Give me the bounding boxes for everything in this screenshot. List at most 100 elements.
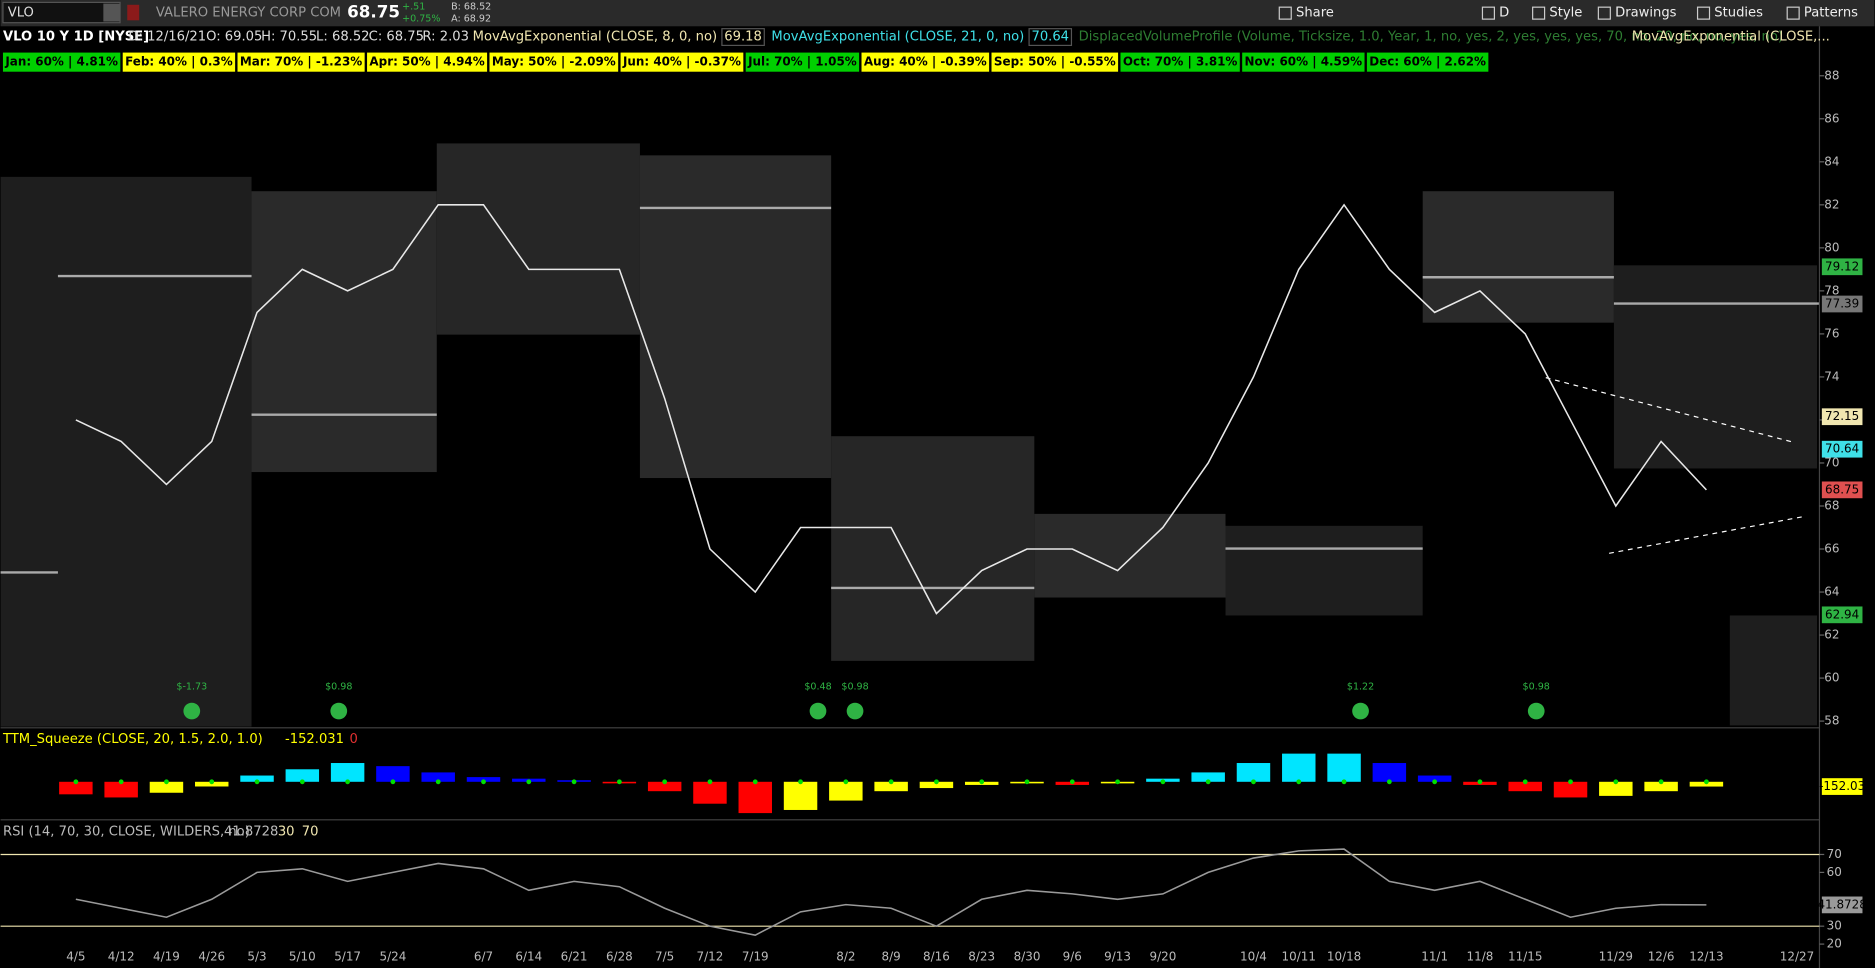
toolbar-button[interactable]: Drawings [1615, 6, 1677, 21]
month-stat-bg [745, 52, 860, 72]
squeeze-dot [345, 779, 351, 785]
toolbar-button[interactable]: Patterns [1804, 6, 1858, 21]
level-label: 30 [278, 824, 295, 839]
x-tick-label: 5/24 [380, 950, 407, 964]
squeeze-bar [1372, 763, 1407, 782]
study-title: RSI (14, 70, 30, CLOSE, WILDERS, no) [3, 824, 250, 839]
price-label: 72.15 [1825, 409, 1859, 423]
dividend-label: $1.22 [1347, 682, 1374, 693]
dividend-icon[interactable] [809, 702, 827, 720]
squeeze-dot [1160, 779, 1166, 785]
squeeze-bar [1599, 781, 1633, 796]
volume-profile [0, 143, 1820, 727]
dividend-label: $0.98 [1523, 682, 1550, 693]
price-label-bg [1821, 606, 1863, 624]
squeeze-dot [1296, 779, 1302, 785]
x-tick-label: 4/12 [108, 950, 135, 964]
squeeze-bar [738, 781, 772, 814]
x-tick-label: 7/12 [697, 950, 724, 964]
squeeze-dot [798, 779, 803, 785]
x-tick-label: 9/13 [1104, 950, 1131, 964]
dividend-icon[interactable] [1352, 702, 1369, 720]
month-stat: Jan: 60% | 4.81% [4, 55, 118, 69]
squeeze-dot [118, 779, 124, 785]
squeeze-dot [526, 779, 532, 785]
dividend-icon[interactable] [183, 702, 201, 720]
symbol[interactable]: VLO [8, 6, 34, 21]
squeeze-bar [1644, 781, 1678, 792]
month-stat-bg [2, 52, 121, 72]
x-tick-label: 8/16 [923, 950, 950, 964]
toolbar-icon[interactable] [1532, 6, 1546, 20]
study-value: 0 [350, 732, 358, 747]
price-label: 62.94 [1825, 607, 1859, 621]
month-stat: Dec: 60% | 2.62% [1369, 55, 1486, 69]
symbol-dropdown[interactable] [103, 3, 121, 22]
squeeze-dot [435, 779, 441, 785]
squeeze-dot [73, 779, 79, 785]
toolbar-icon[interactable] [1786, 6, 1800, 20]
y-tick-label: 20 [1827, 937, 1842, 951]
squeeze-bar [330, 763, 365, 782]
y-tick-label: 70 [1824, 455, 1839, 469]
rsi-line [75, 848, 1707, 936]
x-tick-label: 11/29 [1599, 950, 1633, 964]
squeeze-dot [1522, 779, 1528, 785]
bid: B: 68.52 [451, 2, 491, 13]
x-tick-label: 10/11 [1282, 950, 1316, 964]
y-tick-label: 58 [1824, 714, 1839, 728]
toolbar-button[interactable]: Share [1296, 6, 1334, 21]
squeeze-bar [1553, 781, 1588, 798]
study-label: DisplacedVolumeProfile (Volume, Ticksize… [1079, 30, 1783, 45]
squeeze-bar [919, 781, 954, 789]
toolbar-button[interactable]: D [1499, 6, 1509, 21]
x-tick-label: 6/14 [515, 950, 542, 964]
toolbar-icon[interactable] [1278, 6, 1292, 20]
link-icon[interactable] [127, 4, 140, 21]
y-tick-label: 60 [1824, 671, 1839, 685]
month-stat-bg [367, 52, 488, 72]
squeeze-dot [1069, 779, 1075, 785]
price-label: 68.75 [1825, 482, 1859, 496]
price-label-bg [1821, 295, 1863, 313]
squeeze-bar [104, 781, 138, 798]
squeeze-dot [1477, 779, 1483, 785]
toolbar-icon[interactable] [1696, 6, 1711, 20]
x-tick-label: 8/2 [836, 950, 855, 964]
study-label: MovAvgExponential (CLOSE, 8, 0, no) [473, 30, 718, 45]
ohlc-low: L: 68.52 [316, 30, 369, 45]
ohlc-open: O: 69.05 [206, 30, 262, 45]
toolbar-button[interactable]: Style [1549, 6, 1582, 21]
toolbar-icon[interactable] [1597, 6, 1611, 20]
dividend-icon[interactable] [846, 702, 864, 720]
dividend-label: $0.48 [804, 682, 831, 693]
y-tick-label: 74 [1824, 369, 1839, 383]
squeeze-bar [1327, 753, 1361, 782]
squeeze-dot [843, 779, 849, 785]
dividend-icon[interactable] [330, 702, 348, 720]
level-label: 70 [302, 824, 319, 839]
squeeze-dot [1205, 779, 1211, 785]
study-value: 70.64 [1031, 30, 1069, 45]
x-tick-label: 7/5 [655, 950, 674, 964]
squeeze-dot [752, 779, 758, 785]
toolbar-button[interactable]: Studies [1714, 6, 1763, 21]
squeeze-dot [888, 779, 894, 785]
x-tick-label: 6/21 [561, 950, 588, 964]
study-value: -152.031 [285, 732, 344, 747]
month-stat-bg [620, 52, 744, 72]
toolbar-icon[interactable] [1481, 6, 1495, 20]
change-pct: +0.75% [402, 14, 440, 25]
dividend-icon[interactable] [1527, 702, 1545, 720]
study-value-box [721, 28, 765, 47]
month-stat-bg [991, 52, 1119, 72]
study-value: 41.8728 [224, 824, 278, 839]
month-stat: Aug: 40% | -0.39% [864, 55, 987, 69]
squeeze-dot [571, 779, 577, 785]
squeeze-dot [481, 779, 486, 785]
y-tick-label: 64 [1824, 585, 1839, 599]
price-label-bg [1821, 258, 1863, 276]
x-tick-label: 5/17 [334, 950, 361, 964]
squeeze-dot [1432, 779, 1438, 785]
price-label: -152.03 [1819, 779, 1865, 793]
